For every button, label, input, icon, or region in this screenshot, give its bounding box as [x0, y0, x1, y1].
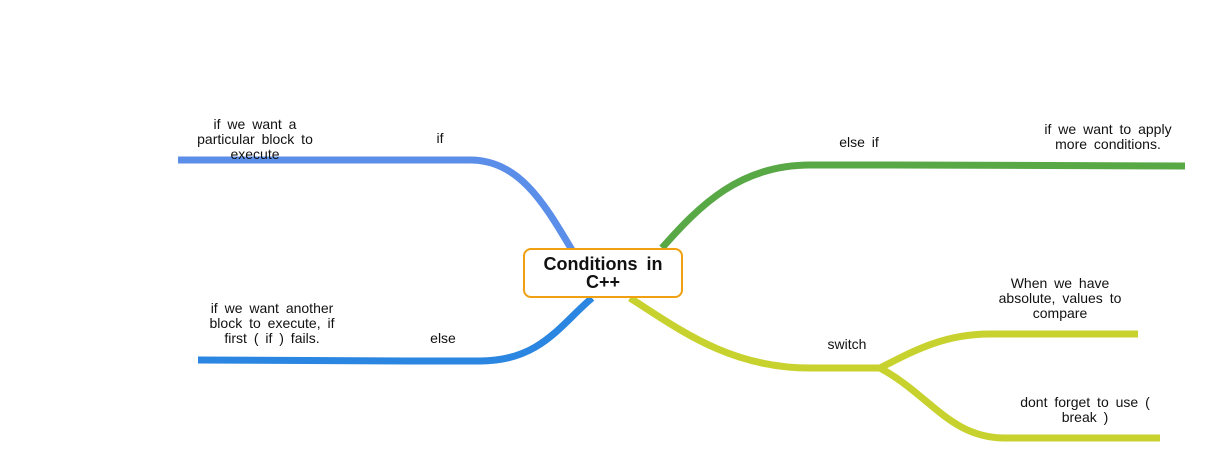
branch-note-else-if: if we want to apply more conditions. — [1044, 121, 1172, 152]
branch-note-else: if we want another block to execute, if … — [209, 300, 335, 346]
branch-line-switch — [628, 295, 883, 372]
branch-label-else-if: else if — [839, 134, 879, 150]
branch-line-switch-child-2 — [878, 364, 1160, 442]
branch-note-if: if we want a particular block to execute — [197, 116, 313, 162]
branch-label-else: else — [430, 330, 456, 346]
branch-note-switch-child-1: When we have absolute, values to compare — [998, 275, 1122, 321]
branch-line-else — [197, 295, 595, 365]
branch-line-else-if — [659, 161, 1186, 251]
branch-line-if — [178, 156, 576, 252]
root-label: Conditions in C++ — [543, 254, 663, 292]
branch-label-switch: switch — [827, 336, 867, 352]
branch-label-if: if — [436, 130, 444, 146]
branch-line-switch-child-1 — [878, 330, 1138, 372]
branch-note-switch-child-2: dont forget to use ( break ) — [1020, 394, 1150, 425]
root-node[interactable]: Conditions in C++ — [523, 248, 683, 298]
